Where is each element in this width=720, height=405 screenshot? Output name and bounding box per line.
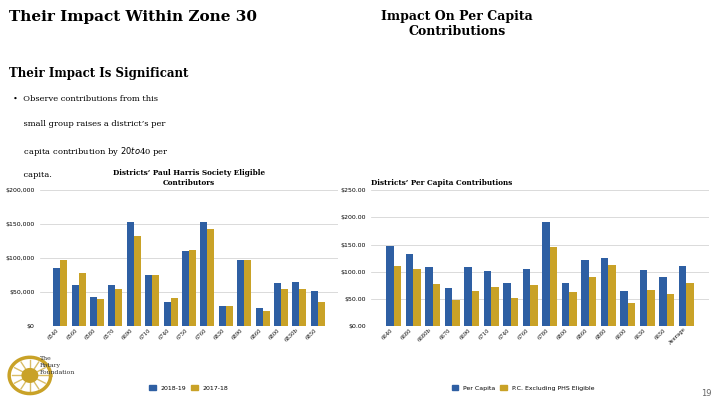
Bar (433, 284, 440, 326)
Bar (171, 298, 178, 326)
Bar (219, 306, 226, 326)
Bar (281, 290, 288, 326)
Bar (484, 271, 491, 326)
Bar (608, 265, 616, 326)
Bar (386, 246, 394, 326)
Bar (71, 285, 78, 326)
Bar (413, 269, 420, 326)
Bar (523, 269, 530, 326)
Bar (318, 302, 325, 326)
Text: small group raises a district’s per: small group raises a district’s per (13, 120, 166, 128)
Title: Districts’ Paul Harris Society Eligible
Contributors: Districts’ Paul Harris Society Eligible … (113, 169, 265, 187)
Bar (472, 291, 479, 326)
Bar (562, 283, 570, 326)
Bar (530, 285, 538, 326)
Bar (90, 297, 97, 326)
Bar (550, 247, 557, 326)
Bar (292, 282, 300, 326)
Bar (542, 222, 550, 326)
Bar (426, 267, 433, 326)
Bar (452, 300, 459, 326)
Bar (163, 302, 171, 326)
Bar (256, 308, 263, 326)
Bar (445, 288, 452, 326)
Text: Districts’ Per Capita Contributions: Districts’ Per Capita Contributions (371, 179, 512, 187)
Bar (127, 222, 134, 326)
Bar (581, 260, 589, 326)
Bar (491, 287, 499, 326)
Bar (311, 291, 318, 326)
Bar (510, 298, 518, 326)
Bar (115, 289, 122, 326)
Bar (660, 277, 667, 326)
Bar (207, 229, 215, 326)
Bar (274, 283, 281, 326)
Bar (503, 283, 510, 326)
Bar (405, 254, 413, 326)
Bar (679, 266, 686, 326)
Bar (189, 250, 196, 326)
Bar (686, 283, 694, 326)
Bar (621, 291, 628, 326)
Text: The
Rotary
Foundation: The Rotary Foundation (40, 356, 75, 375)
Bar (300, 290, 307, 326)
Bar (394, 266, 401, 326)
Bar (244, 260, 251, 326)
Bar (237, 260, 244, 326)
Bar (640, 270, 647, 326)
Bar (464, 267, 472, 326)
Text: Their Impact Within Zone 30: Their Impact Within Zone 30 (9, 10, 257, 24)
Bar (134, 237, 141, 326)
Text: 19: 19 (701, 389, 711, 398)
Bar (601, 258, 608, 326)
Bar (60, 260, 67, 326)
Legend: Per Capita, P.C. Excluding PHS Eligible: Per Capita, P.C. Excluding PHS Eligible (449, 383, 597, 393)
Bar (152, 275, 159, 326)
Bar (570, 292, 577, 326)
Polygon shape (22, 369, 37, 382)
Bar (667, 294, 675, 326)
Bar (97, 299, 104, 326)
Bar (263, 311, 269, 326)
Bar (200, 222, 207, 326)
Bar (628, 303, 635, 326)
Bar (182, 252, 189, 326)
Legend: 2018-19, 2017-18: 2018-19, 2017-18 (147, 383, 231, 393)
Text: •  Observe contributions from this: • Observe contributions from this (13, 95, 158, 103)
Text: Their Impact Is Significant: Their Impact Is Significant (9, 67, 189, 80)
Bar (53, 269, 60, 326)
Text: Impact On Per Capita
Contributions: Impact On Per Capita Contributions (382, 10, 533, 38)
Text: capita contribution by $20 to $40 per: capita contribution by $20 to $40 per (13, 145, 169, 158)
Bar (78, 273, 86, 326)
Bar (145, 275, 152, 326)
Text: capita.: capita. (13, 171, 52, 179)
Bar (647, 290, 654, 326)
Bar (226, 306, 233, 326)
Bar (589, 277, 596, 326)
Bar (109, 285, 115, 326)
